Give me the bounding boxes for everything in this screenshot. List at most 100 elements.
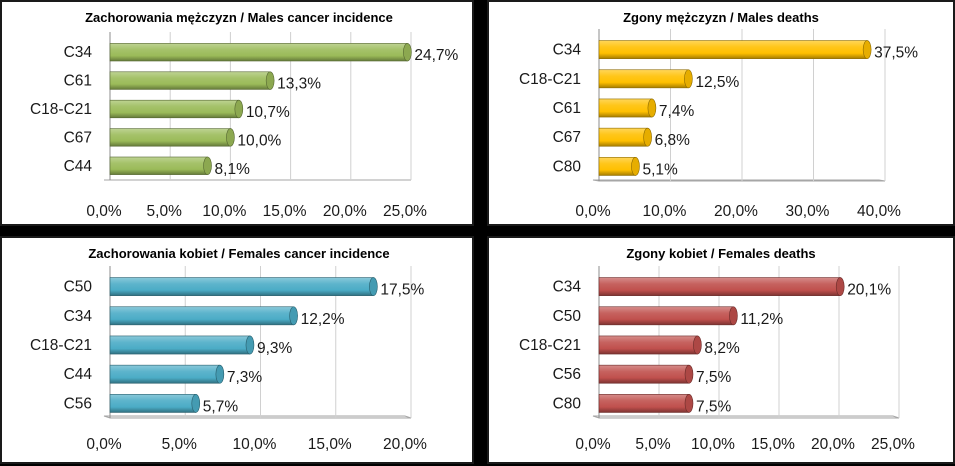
bar [598, 40, 868, 59]
bar [598, 98, 653, 118]
chart-title: Zgony kobiet / Females deaths [626, 246, 815, 261]
bar [109, 394, 197, 413]
bar [598, 69, 689, 89]
bar-end-cap [403, 43, 412, 62]
bar-end-cap [862, 40, 872, 59]
category-label: C34 [64, 308, 93, 325]
data-label: 7,5% [696, 369, 732, 386]
category-label: C18-C21 [30, 101, 92, 118]
chart-panel-males-incidence: Zachorowania mężczyzn / Males cancer inc… [0, 0, 474, 226]
bar-end-cap [215, 364, 225, 384]
tick-label: 0,0% [86, 203, 122, 220]
chart-title: Zgony mężczyzn / Males deaths [623, 10, 819, 25]
tick-label: 0,0% [86, 436, 122, 453]
category-label: C56 [64, 395, 92, 412]
tick-label: 20,0% [811, 436, 855, 453]
data-label: 6,8% [655, 132, 691, 149]
bar-end-cap [245, 335, 255, 355]
data-label: 24,7% [414, 47, 458, 64]
data-label: 7,3% [227, 369, 263, 386]
bar-end-cap [647, 98, 657, 118]
category-label: C34 [553, 42, 582, 59]
data-label: 11,2% [740, 311, 783, 328]
data-label: 12,2% [301, 311, 345, 328]
bar [598, 277, 841, 296]
tick-label: 0,0% [575, 436, 611, 453]
bar-end-cap [684, 69, 693, 89]
category-label: C18-C21 [519, 71, 581, 88]
bar [109, 99, 240, 119]
bar-end-cap [289, 306, 298, 326]
chart-floor [592, 415, 900, 419]
category-label: C61 [553, 100, 581, 117]
category-label: C18-C21 [519, 337, 581, 354]
tick-label: 30,0% [786, 203, 830, 220]
bar-end-cap [631, 157, 640, 176]
data-label: 7,5% [696, 398, 732, 415]
tick-label: 25,0% [871, 436, 915, 453]
category-label: C80 [553, 158, 582, 175]
category-label: C56 [553, 366, 581, 383]
chart-females-deaths: Zgony kobiet / Females deaths C34 20,1% C5… [519, 246, 915, 453]
category-label: C44 [64, 158, 93, 175]
tick-label: 20,0% [383, 436, 427, 453]
data-label: 5,7% [203, 398, 239, 415]
data-label: 10,7% [246, 104, 290, 121]
tick-label: 15,0% [751, 436, 795, 453]
bar-end-cap [265, 71, 275, 90]
category-label: C50 [64, 279, 93, 296]
bar-end-cap [693, 335, 702, 355]
data-label: 8,2% [704, 340, 740, 357]
tick-label: 40,0% [857, 203, 901, 220]
bar [109, 128, 231, 147]
chart-title: Zachorowania kobiet / Females cancer inc… [88, 246, 389, 261]
chart-title: Zachorowania mężczyzn / Males cancer inc… [85, 10, 393, 25]
bar [598, 364, 690, 384]
bar [109, 43, 408, 62]
bar [598, 127, 648, 147]
data-label: 12,5% [695, 74, 739, 91]
bar [598, 335, 698, 355]
tick-label: 15,0% [308, 436, 352, 453]
bar-end-cap [684, 394, 694, 413]
chart-females-incidence: Zachorowania kobiet / Females cancer inc… [30, 246, 427, 453]
bar-end-cap [684, 364, 694, 384]
bar-end-cap [191, 394, 201, 413]
bar-end-cap [226, 128, 235, 147]
bar [109, 277, 374, 296]
tick-label: 10,0% [643, 203, 687, 220]
chart-males-deaths: Zgony mężczyzn / Males deaths C34 37,5% C1… [519, 10, 918, 220]
bar-end-cap [234, 99, 244, 119]
bar [598, 306, 734, 326]
category-label: C50 [553, 308, 582, 325]
bar-end-cap [203, 156, 212, 175]
bar [109, 306, 294, 326]
category-label: C61 [64, 73, 92, 90]
data-label: 37,5% [874, 45, 918, 62]
tick-label: 10,0% [691, 436, 735, 453]
bar-end-cap [835, 277, 845, 296]
chart-panel-females-incidence: Zachorowania kobiet / Females cancer inc… [0, 236, 474, 464]
bar [109, 71, 271, 90]
tick-label: 25,0% [383, 203, 427, 220]
bar [598, 394, 690, 413]
bar-end-cap [369, 277, 378, 296]
tick-label: 10,0% [202, 203, 246, 220]
category-label: C18-C21 [30, 337, 92, 354]
category-label: C34 [64, 44, 93, 61]
chart-panel-males-deaths: Zgony mężczyzn / Males deaths C34 37,5% C1… [487, 0, 955, 226]
category-label: C44 [64, 366, 93, 383]
chart-floor [592, 179, 886, 182]
chart-panel-females-deaths: Zgony kobiet / Females deaths C34 20,1% C5… [487, 236, 955, 464]
bar-end-cap [643, 127, 652, 147]
data-label: 8,1% [215, 161, 251, 178]
tick-label: 20,0% [323, 203, 367, 220]
data-label: 17,5% [380, 282, 424, 299]
chart-floor [103, 415, 412, 419]
bar-end-cap [729, 306, 738, 326]
tick-label: 15,0% [263, 203, 307, 220]
tick-label: 0,0% [575, 203, 611, 220]
tick-label: 5,0% [147, 203, 183, 220]
tick-label: 20,0% [714, 203, 758, 220]
bar [109, 364, 221, 384]
